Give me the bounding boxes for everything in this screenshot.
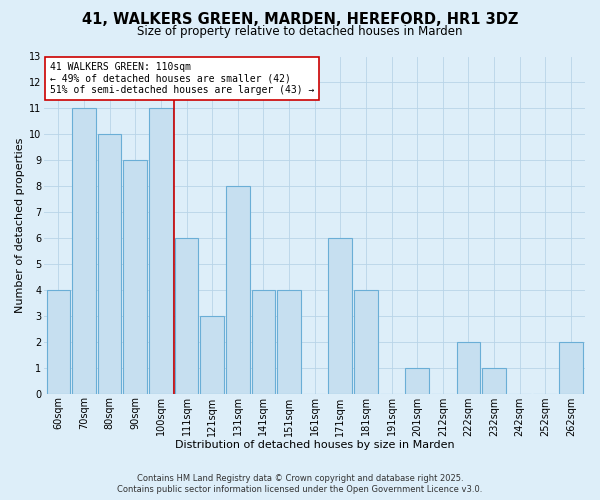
Text: Size of property relative to detached houses in Marden: Size of property relative to detached ho…	[137, 25, 463, 38]
Bar	[72, 108, 96, 394]
Bar	[47, 290, 70, 394]
Bar	[175, 238, 199, 394]
Y-axis label: Number of detached properties: Number of detached properties	[15, 138, 25, 312]
Bar	[200, 316, 224, 394]
Bar	[124, 160, 147, 394]
Bar	[354, 290, 377, 394]
Bar	[406, 368, 429, 394]
Bar	[559, 342, 583, 394]
Bar	[328, 238, 352, 394]
Bar	[277, 290, 301, 394]
Text: Contains HM Land Registry data © Crown copyright and database right 2025.
Contai: Contains HM Land Registry data © Crown c…	[118, 474, 482, 494]
X-axis label: Distribution of detached houses by size in Marden: Distribution of detached houses by size …	[175, 440, 454, 450]
Bar	[226, 186, 250, 394]
Bar	[482, 368, 506, 394]
Text: 41 WALKERS GREEN: 110sqm
← 49% of detached houses are smaller (42)
51% of semi-d: 41 WALKERS GREEN: 110sqm ← 49% of detach…	[50, 62, 314, 95]
Text: 41, WALKERS GREEN, MARDEN, HEREFORD, HR1 3DZ: 41, WALKERS GREEN, MARDEN, HEREFORD, HR1…	[82, 12, 518, 28]
Bar	[149, 108, 173, 394]
Bar	[251, 290, 275, 394]
Bar	[457, 342, 480, 394]
Bar	[98, 134, 121, 394]
